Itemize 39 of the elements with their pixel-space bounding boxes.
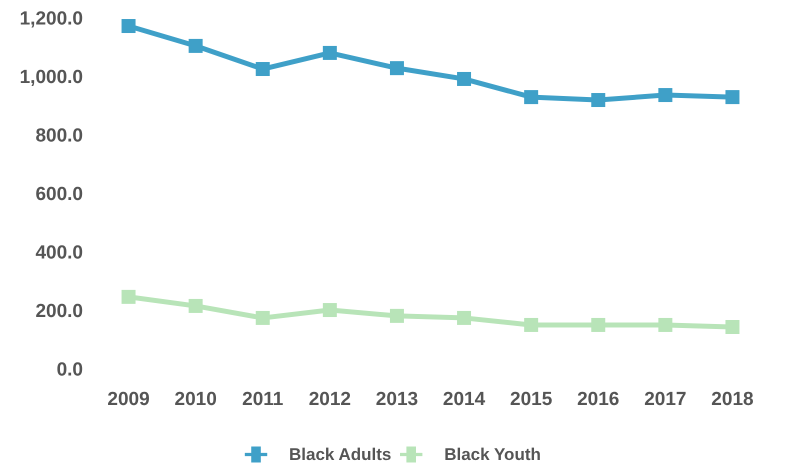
x-tick-label: 2011 bbox=[242, 389, 284, 410]
point bbox=[457, 310, 472, 325]
y-tick-label: 1,000.0 bbox=[20, 67, 83, 88]
point bbox=[256, 62, 270, 76]
point bbox=[658, 88, 672, 102]
x-tick-label: 2013 bbox=[376, 389, 418, 410]
y-tick-label: 800.0 bbox=[35, 126, 83, 146]
point bbox=[725, 90, 740, 104]
point bbox=[524, 318, 538, 332]
point bbox=[457, 72, 472, 86]
x-tick-label: 2017 bbox=[644, 389, 686, 410]
x-tick-label: 2014 bbox=[442, 389, 486, 410]
x-tick-label: 2016 bbox=[577, 389, 620, 410]
point bbox=[390, 61, 404, 76]
point bbox=[591, 318, 606, 332]
y-tick-label: 1,200.0 bbox=[20, 8, 83, 30]
point bbox=[658, 318, 672, 332]
y-tick-label: 400.0 bbox=[35, 242, 83, 264]
point bbox=[390, 308, 404, 323]
point bbox=[122, 19, 136, 34]
x-tick-label: 2012 bbox=[308, 389, 351, 410]
point bbox=[188, 298, 203, 313]
point bbox=[524, 90, 538, 104]
y-tick-label: 0.0 bbox=[56, 360, 83, 380]
legend-label: Black Adults bbox=[289, 445, 392, 464]
x-tick-label: 2018 bbox=[711, 389, 754, 410]
point bbox=[256, 310, 270, 325]
legend-label: Black Youth bbox=[444, 445, 541, 464]
x-tick-label: 2015 bbox=[510, 389, 553, 410]
point bbox=[725, 320, 740, 334]
x-tick-label: 2010 bbox=[174, 389, 217, 410]
x-tick-label: 2009 bbox=[107, 389, 150, 410]
point bbox=[122, 290, 136, 304]
y-tick-label: 200.0 bbox=[35, 301, 83, 322]
point bbox=[591, 93, 606, 108]
point bbox=[188, 38, 203, 53]
point bbox=[322, 46, 337, 60]
y-tick-label: 600.0 bbox=[35, 184, 83, 205]
point bbox=[322, 303, 337, 318]
